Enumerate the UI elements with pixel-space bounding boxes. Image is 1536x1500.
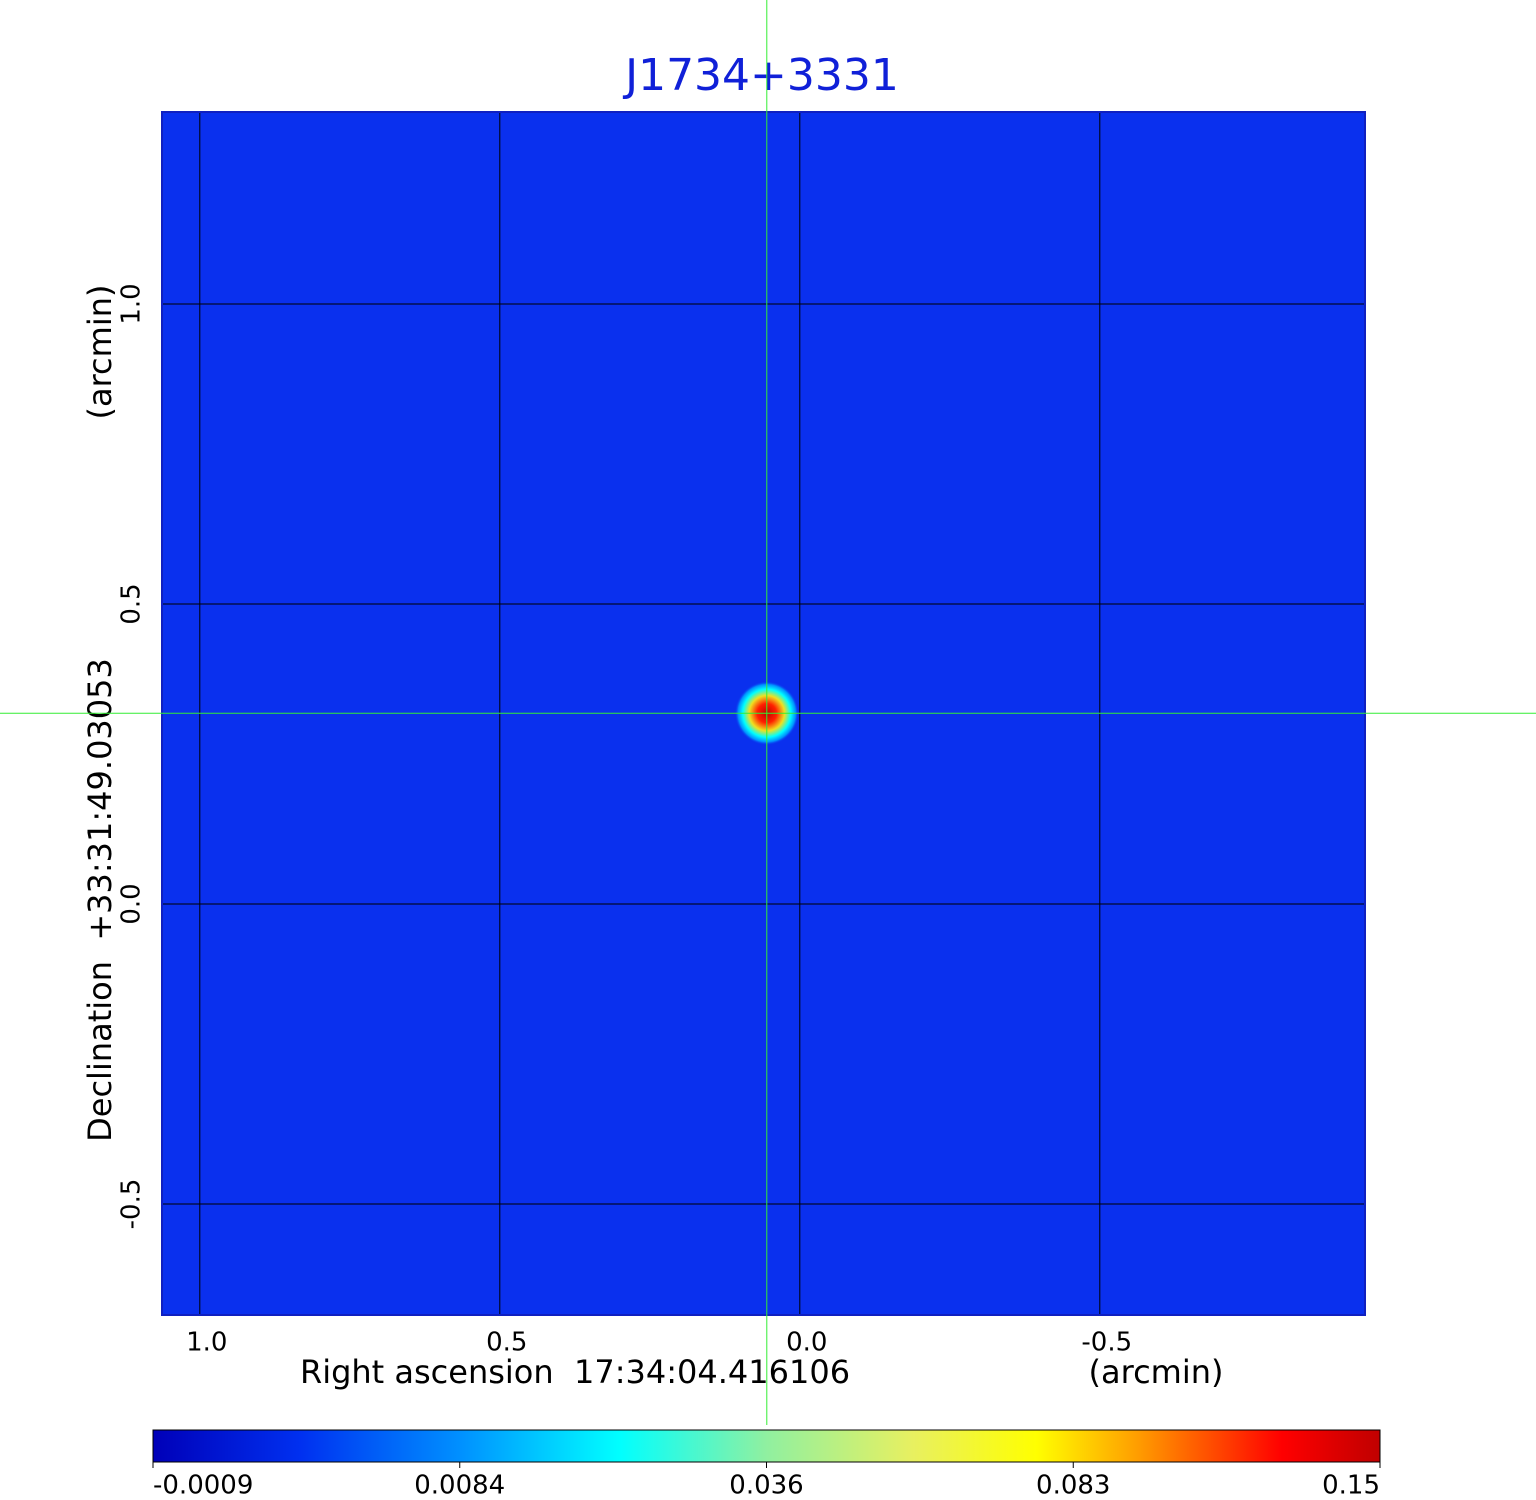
x-tick-label: -0.5 [1081,1328,1132,1358]
y-axis-unit: (arcmin) [81,285,119,420]
x-axis-label: Right ascension 17:34:04.416106 [300,1353,850,1391]
y-tick-label: 1.0 [117,283,147,324]
y-tick-label: 0.5 [117,583,147,624]
colorbar-tick-label: 0.083 [1036,1471,1110,1500]
x-axis-unit: (arcmin) [1089,1353,1224,1391]
x-tick-label: 1.0 [186,1328,227,1358]
colorbar [152,1429,1381,1463]
colorbar-tick-label: 0.15 [1322,1471,1380,1500]
x-tick-label: 0.0 [786,1328,827,1358]
colorbar-tick-label: -0.0009 [153,1471,253,1500]
chart-title: J1734+3331 [622,50,899,101]
colorbar-tick-label: 0.0084 [414,1471,505,1500]
y-tick-label: -0.5 [117,1179,147,1230]
y-tick-label: 0.0 [117,883,147,924]
y-axis-label: Declination +33:31:49.03053 [81,658,119,1142]
colorbar-tick-label: 0.036 [729,1471,803,1500]
x-tick-label: 0.5 [486,1328,527,1358]
